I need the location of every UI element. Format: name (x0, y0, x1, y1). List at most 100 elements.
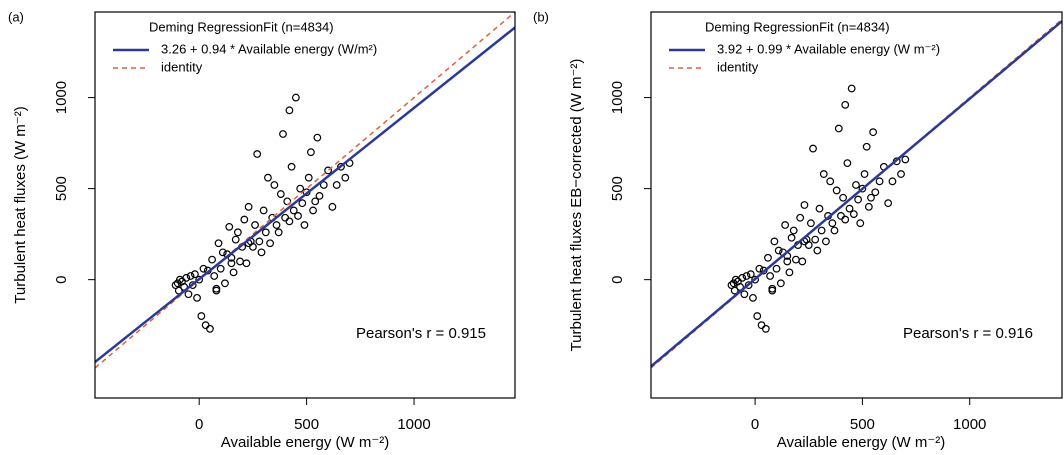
point (854, 195, 863, 204)
y-tick-label: 1000 (53, 81, 70, 114)
point (231, 235, 240, 244)
point (839, 193, 847, 202)
point (190, 270, 199, 279)
point (337, 162, 345, 171)
point (281, 213, 290, 222)
point (324, 166, 332, 175)
point (841, 100, 850, 109)
point (862, 142, 871, 151)
point (841, 215, 850, 224)
annotation: Pearson's r = 0.915 (356, 325, 486, 342)
point (738, 273, 747, 282)
point (798, 257, 807, 266)
point (856, 219, 865, 228)
point (289, 206, 298, 215)
point (199, 264, 208, 273)
point (298, 199, 307, 208)
point (751, 275, 759, 284)
plot-frame (94, 11, 516, 399)
point (749, 293, 757, 302)
point (785, 268, 794, 277)
point (311, 197, 320, 206)
point (313, 133, 322, 142)
point (233, 228, 242, 237)
point (828, 219, 837, 228)
annotation: Pearson's r = 0.916 (903, 325, 1033, 342)
legend-identity-label: identity (717, 59, 759, 74)
point (208, 255, 216, 264)
point (746, 270, 755, 279)
point (888, 177, 897, 186)
point (225, 222, 234, 231)
x-tick-label: 500 (850, 416, 875, 433)
point (319, 181, 328, 189)
point (901, 155, 910, 164)
point (730, 286, 739, 295)
point (860, 170, 869, 178)
plot-area (95, 12, 515, 369)
point (826, 177, 835, 186)
point (791, 255, 800, 264)
x-axis-label: Available energy (W m⁻²) (221, 434, 390, 451)
point (809, 144, 817, 153)
plot-frame (650, 11, 1063, 399)
point (210, 272, 219, 280)
identity-line (95, 12, 515, 369)
point (257, 248, 266, 257)
point (186, 272, 195, 280)
point (847, 84, 856, 93)
point (817, 226, 826, 235)
point (864, 202, 873, 211)
point (830, 226, 839, 235)
point (229, 268, 238, 277)
point (852, 181, 860, 189)
point (787, 233, 796, 242)
point (858, 184, 867, 193)
x-axis-label: Available energy (W m⁻²) (777, 434, 946, 451)
point (796, 213, 805, 222)
point (251, 221, 259, 229)
point (832, 186, 841, 195)
point (806, 219, 815, 228)
point (813, 246, 822, 255)
point (188, 281, 197, 290)
point (270, 181, 279, 189)
point (261, 228, 270, 237)
point (781, 221, 790, 229)
point (800, 201, 809, 209)
point (285, 106, 294, 115)
y-tick-label: 0 (609, 275, 626, 283)
point (897, 170, 905, 178)
point (216, 264, 225, 273)
point (783, 257, 792, 266)
point (768, 284, 777, 293)
point (276, 190, 285, 198)
point (184, 290, 193, 299)
point (740, 290, 749, 299)
x-tick-label: 0 (195, 416, 203, 433)
point (822, 237, 830, 246)
y-tick-label: 500 (609, 176, 626, 201)
point (755, 264, 764, 273)
point (236, 257, 244, 266)
point (884, 199, 893, 208)
legend-identity-label: identity (161, 59, 203, 74)
point (214, 239, 223, 248)
y-tick-label: 0 (53, 275, 70, 283)
x-tick-label: 500 (294, 416, 319, 433)
point (776, 279, 785, 288)
point (315, 191, 324, 200)
point (304, 173, 313, 182)
legend-fit-label: 3.92 + 0.99 * Available energy (W m⁻²) (717, 41, 940, 56)
point (264, 173, 272, 182)
point (227, 259, 236, 268)
point (753, 312, 762, 320)
point (300, 221, 309, 229)
point (757, 321, 766, 330)
point (772, 264, 781, 273)
point (774, 246, 783, 255)
point (259, 206, 268, 215)
y-axis-label: Turbulent heat fluxes EB−corrected (W m⁻… (568, 59, 585, 352)
point (309, 206, 317, 215)
point (195, 275, 204, 284)
